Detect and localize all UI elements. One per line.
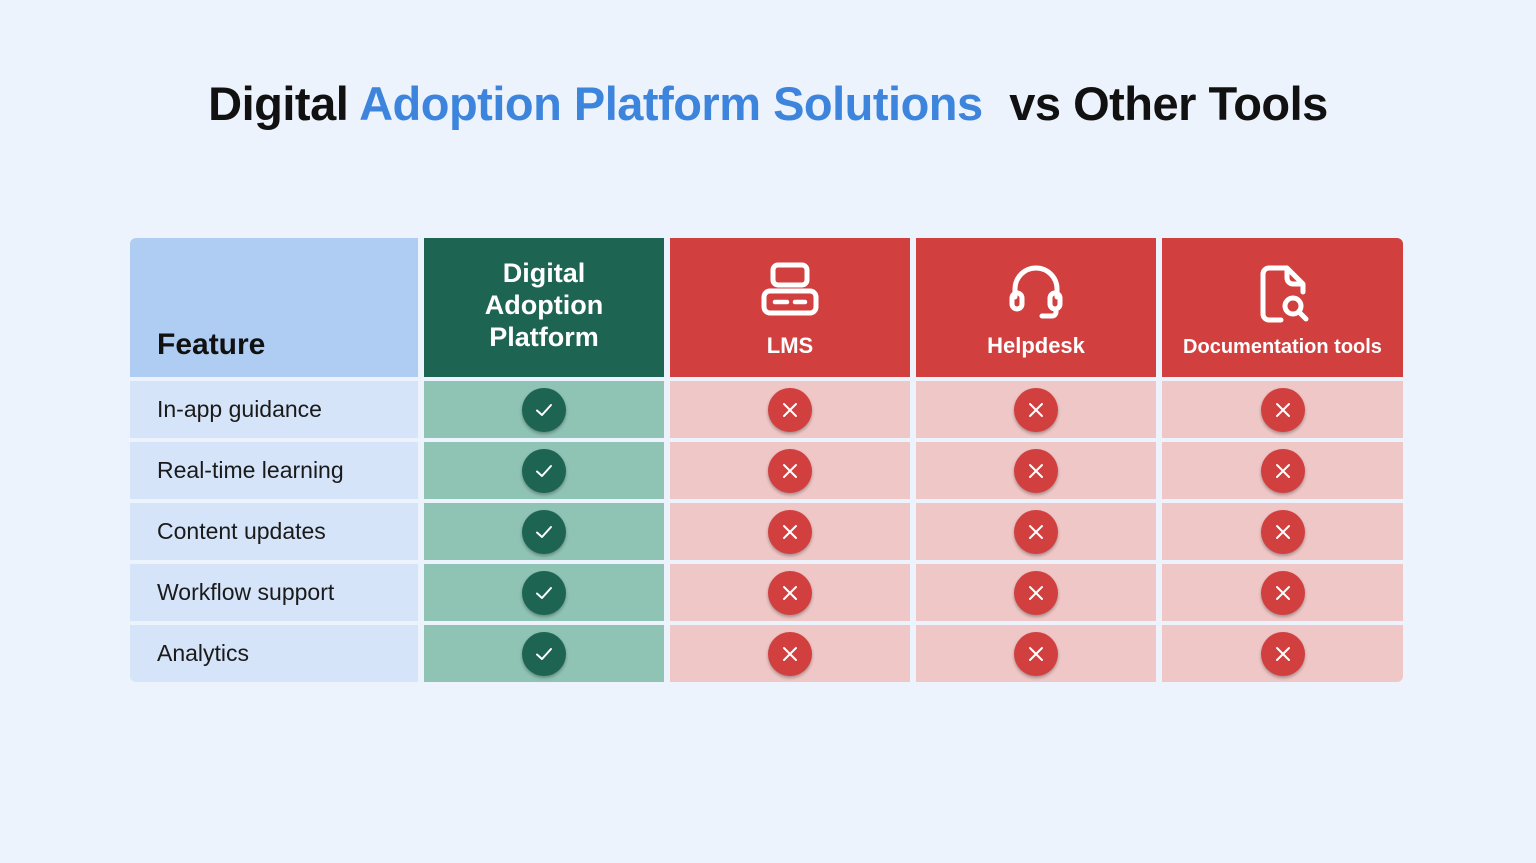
check-icon [522,509,566,554]
comparison-table: Feature Digital Adoption Platform LMS He… [130,238,1403,683]
headset-icon [1009,265,1063,319]
lms-cell [670,503,910,560]
docs-cell [1162,381,1403,438]
header-docs-label: Documentation tools [1183,336,1382,358]
dap-cell [424,625,664,682]
lms-cell [670,564,910,621]
dap-cell [424,503,664,560]
header-feature: Feature [130,238,418,377]
cross-icon [1014,448,1058,493]
cross-icon [768,631,812,676]
document-search-icon [1260,265,1308,323]
cross-icon [1014,509,1058,554]
header-feature-label: Feature [157,328,266,361]
docs-cell [1162,625,1403,682]
dap-cell [424,564,664,621]
feature-cell: In-app guidance [130,381,418,438]
feature-label: In-app guidance [157,396,322,422]
cross-icon [768,387,812,432]
lms-cell [670,625,910,682]
helpdesk-cell [916,625,1156,682]
header-dap: Digital Adoption Platform [424,238,664,377]
docs-cell [1162,442,1403,499]
feature-label: Content updates [157,518,326,544]
feature-label: Real-time learning [157,457,344,483]
dap-cell [424,442,664,499]
title-accent: Adoption Platform Solutions [359,77,983,130]
feature-cell: Analytics [130,625,418,682]
feature-label: Analytics [157,640,250,666]
cross-icon [1260,631,1305,676]
cross-icon [1260,509,1305,554]
helpdesk-cell [916,442,1156,499]
feature-cell: Real-time learning [130,442,418,499]
cross-icon [1260,570,1305,615]
helpdesk-cell [916,381,1156,438]
cross-icon [1014,387,1058,432]
header-docs: Documentation tools [1162,238,1403,377]
cross-icon [768,570,812,615]
feature-cell: Content updates [130,503,418,560]
check-icon [522,631,566,676]
header-helpdesk-label: Helpdesk [987,333,1085,358]
lms-cell [670,381,910,438]
helpdesk-cell [916,564,1156,621]
feature-label: Workflow support [157,579,335,605]
check-icon [522,387,566,432]
title-part-3: vs Other Tools [1009,77,1328,130]
check-icon [522,448,566,493]
docs-cell [1162,564,1403,621]
dap-cell [424,381,664,438]
header-helpdesk: Helpdesk [916,238,1156,377]
docs-cell [1162,503,1403,560]
computer-icon [761,262,819,316]
header-lms: LMS [670,238,910,377]
cross-icon [768,509,812,554]
cross-icon [768,448,812,493]
lms-cell [670,442,910,499]
cross-icon [1260,387,1305,432]
check-icon [522,570,566,615]
cross-icon [1014,570,1058,615]
cross-icon [1260,448,1305,493]
header-lms-label: LMS [766,333,814,358]
cross-icon [1014,631,1058,676]
header-dap-label: Digital Adoption Platform [484,257,604,352]
helpdesk-cell [916,503,1156,560]
page-title: Digital Adoption Platform Solutions vs O… [0,76,1536,131]
feature-cell: Workflow support [130,564,418,621]
title-part-1: Digital [208,77,349,130]
